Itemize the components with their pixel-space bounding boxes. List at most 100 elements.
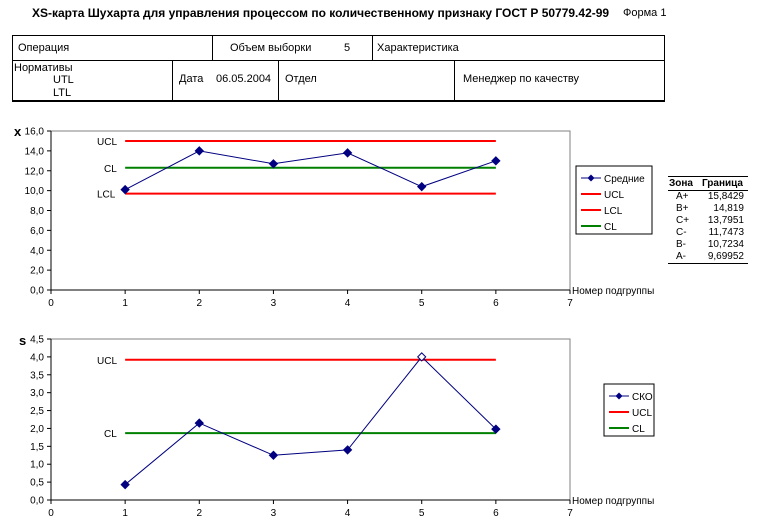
data-point xyxy=(194,146,204,156)
series-line xyxy=(124,150,497,191)
data-point xyxy=(417,181,427,192)
bound-header: Граница xyxy=(702,178,743,189)
ltl-label: LTL xyxy=(53,87,72,99)
y-tick-label: 4,0 xyxy=(30,246,44,257)
x-tick-label: 3 xyxy=(271,508,277,519)
norms-cell[interactable]: Нормативы UTL LTL xyxy=(13,60,172,100)
y-tick-label: 0,0 xyxy=(30,286,44,297)
zone-row: A- 9,69952 xyxy=(668,251,748,264)
control-line-label-ucl: UCL xyxy=(97,137,117,148)
zone-name: B+ xyxy=(676,203,689,214)
x-tick-label: 6 xyxy=(493,298,499,309)
sample-size-cell[interactable]: Объем выборки 5 xyxy=(212,36,373,60)
utl-label: UTL xyxy=(53,74,74,86)
sample-size-value: 5 xyxy=(344,42,351,54)
legend-label: LCL xyxy=(604,206,623,217)
zone-name: B- xyxy=(676,239,686,250)
zone-bound: 15,8429 xyxy=(707,191,744,202)
zone-name: A- xyxy=(676,251,686,262)
date-label: Дата xyxy=(179,73,204,85)
zone-row: B- 10,7234 xyxy=(668,239,748,251)
legend-label: UCL xyxy=(604,190,624,201)
legend-label: CL xyxy=(632,424,645,435)
y-tick-label: 4,0 xyxy=(30,352,44,363)
control-line-label-cl: CL xyxy=(104,429,117,440)
y-tick-label: 1,5 xyxy=(30,442,44,453)
characteristic-cell[interactable]: Характеристика xyxy=(372,36,664,60)
norms-label: Нормативы xyxy=(14,62,73,74)
x-tick-label: 3 xyxy=(271,298,277,309)
control-line-label-cl: CL xyxy=(104,164,117,175)
x-tick-label: 4 xyxy=(345,298,351,309)
zone-name: A+ xyxy=(676,191,689,202)
zone-bound: 13,7951 xyxy=(707,215,744,226)
sample-size-label: Объем выборки xyxy=(230,42,312,54)
legend-label: UCL xyxy=(632,408,652,419)
operation-cell[interactable]: Операция xyxy=(13,36,212,60)
y-tick-label: 2,0 xyxy=(30,266,44,277)
data-point xyxy=(342,148,353,158)
data-point xyxy=(120,184,130,195)
x-axis-label: Номер подгруппы xyxy=(572,286,654,297)
zone-bound: 10,7234 xyxy=(707,239,744,250)
y-tick-label: 8,0 xyxy=(30,206,44,217)
y-tick-label: 0,0 xyxy=(30,496,44,507)
zone-row: A+ 15,8429 xyxy=(668,191,748,203)
date-cell[interactable]: Дата 06.05.2004 xyxy=(172,60,279,100)
data-point xyxy=(120,479,130,490)
y-axis-label: s xyxy=(19,333,26,348)
x-tick-label: 2 xyxy=(197,508,203,519)
plot-area xyxy=(50,130,571,291)
x-tick-label: 0 xyxy=(48,298,54,309)
data-point xyxy=(268,450,279,460)
manager-cell[interactable]: Менеджер по качеству xyxy=(454,60,664,100)
x-tick-label: 2 xyxy=(197,298,203,309)
zone-row: C+ 13,7951 xyxy=(668,215,748,227)
data-point xyxy=(268,159,279,169)
zone-row: B+ 14,819 xyxy=(668,203,748,215)
y-axis-label: x xyxy=(14,124,22,139)
zone-table-header: Зона Граница xyxy=(668,176,748,191)
x-tick-label: 1 xyxy=(122,508,128,519)
characteristic-label: Характеристика xyxy=(377,42,459,54)
zone-row: C- 11,7473 xyxy=(668,227,748,239)
control-line-label-lcl: LCL xyxy=(97,190,116,201)
zone-name: C- xyxy=(676,227,687,238)
legend-label: СКО xyxy=(632,392,653,403)
y-tick-label: 6,0 xyxy=(30,226,44,237)
y-tick-label: 0,5 xyxy=(30,478,44,489)
zone-header: Зона xyxy=(669,178,693,189)
y-tick-label: 4,5 xyxy=(30,335,44,346)
x-tick-label: 4 xyxy=(345,508,351,519)
form-number: Форма 1 xyxy=(623,7,667,19)
zone-bound: 11,7473 xyxy=(708,227,744,238)
operation-label: Операция xyxy=(18,42,70,54)
zone-name: C+ xyxy=(676,215,690,226)
x-tick-label: 6 xyxy=(493,508,499,519)
y-tick-label: 1,0 xyxy=(30,460,44,471)
legend-marker xyxy=(587,174,595,182)
y-tick-label: 12,0 xyxy=(25,166,45,177)
y-tick-label: 3,0 xyxy=(30,388,44,399)
manager-label: Менеджер по качеству xyxy=(463,73,579,85)
header-row-1: Операция Объем выборки 5 Характеристика xyxy=(12,35,665,61)
header-row-2: Нормативы UTL LTL Дата 06.05.2004 Отдел … xyxy=(12,60,665,102)
department-cell[interactable]: Отдел xyxy=(278,60,455,100)
page-title: XS-карта Шухарта для управления процессо… xyxy=(32,6,610,20)
legend-label: Средние xyxy=(604,174,645,185)
zone-bound: 14,819 xyxy=(713,203,744,214)
date-value: 06.05.2004 xyxy=(216,73,272,85)
x-tick-label: 0 xyxy=(48,508,54,519)
control-line-label-ucl: UCL xyxy=(97,356,117,367)
data-point xyxy=(491,424,501,434)
x-tick-label: 5 xyxy=(419,298,425,309)
y-tick-label: 14,0 xyxy=(25,146,45,157)
department-label: Отдел xyxy=(285,73,317,85)
y-tick-label: 10,0 xyxy=(25,186,45,197)
y-tick-label: 3,5 xyxy=(30,370,44,381)
data-point xyxy=(491,156,501,166)
x-axis-label: Номер подгруппы xyxy=(572,496,654,507)
legend-marker xyxy=(615,392,623,400)
data-point xyxy=(342,445,353,455)
